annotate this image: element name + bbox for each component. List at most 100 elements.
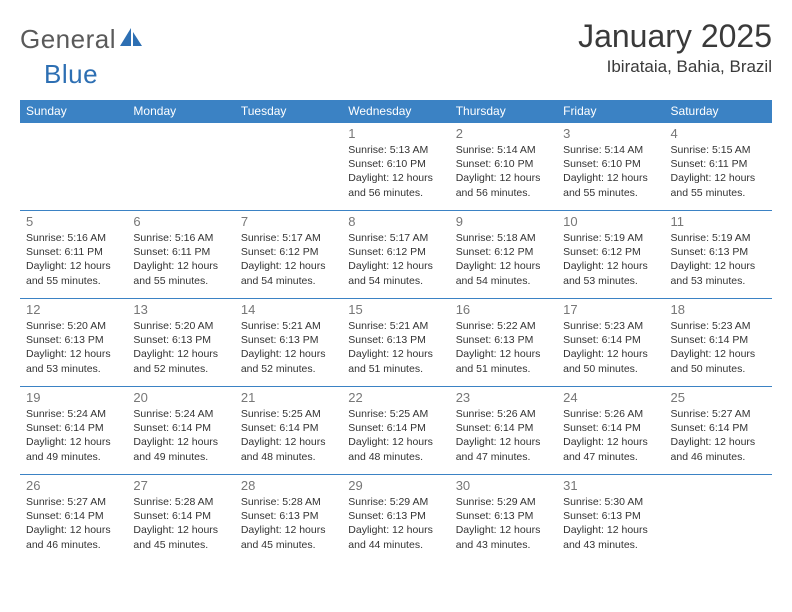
day-number: 9 [456,214,551,229]
sunrise-line: Sunrise: 5:25 AM [241,407,336,421]
daylight-line: Daylight: 12 hours and 55 minutes. [563,171,658,199]
day-header-row: SundayMondayTuesdayWednesdayThursdayFrid… [20,100,772,123]
day-number: 2 [456,126,551,141]
sunset-line: Sunset: 6:11 PM [133,245,228,259]
day-cell: 18Sunrise: 5:23 AMSunset: 6:14 PMDayligh… [665,299,772,387]
day-body: Sunrise: 5:28 AMSunset: 6:14 PMDaylight:… [133,495,228,552]
daylight-line: Daylight: 12 hours and 46 minutes. [671,435,766,463]
day-cell: 27Sunrise: 5:28 AMSunset: 6:14 PMDayligh… [127,475,234,563]
day-header: Sunday [20,100,127,123]
sunrise-line: Sunrise: 5:29 AM [456,495,551,509]
day-cell: 5Sunrise: 5:16 AMSunset: 6:11 PMDaylight… [20,211,127,299]
day-number: 6 [133,214,228,229]
day-cell: 9 Sunrise: 5:18 AMSunset: 6:12 PMDaylight… [450,211,557,299]
sunset-line: Sunset: 6:10 PM [348,157,443,171]
sunrise-line: Sunrise: 5:13 AM [348,143,443,157]
sunset-line: Sunset: 6:10 PM [456,157,551,171]
day-body: Sunrise: 5:24 AMSunset: 6:14 PMDaylight:… [26,407,121,464]
daylight-line: Daylight: 12 hours and 55 minutes. [671,171,766,199]
daylight-line: Daylight: 12 hours and 53 minutes. [671,259,766,287]
sunrise-line: Sunrise: 5:24 AM [133,407,228,421]
sunrise-line: Sunrise: 5:20 AM [26,319,121,333]
daylight-line: Daylight: 12 hours and 52 minutes. [241,347,336,375]
week-row: 1Sunrise: 5:13 AMSunset: 6:10 PMDaylight… [20,123,772,211]
day-number: 14 [241,302,336,317]
day-cell [127,123,234,211]
day-cell: 26Sunrise: 5:27 AMSunset: 6:14 PMDayligh… [20,475,127,563]
day-cell: 8 Sunrise: 5:17 AMSunset: 6:12 PMDaylight… [342,211,449,299]
day-cell: 12 Sunrise: 5:20 AMSunset: 6:13 PMDayligh… [20,299,127,387]
day-body: Sunrise: 5:20 AMSunset: 6:13 PMDaylight:… [26,319,121,376]
sunset-line: Sunset: 6:13 PM [348,333,443,347]
day-cell: 4 Sunrise: 5:15 AMSunset: 6:11 PMDaylight… [665,123,772,211]
day-cell [235,123,342,211]
daylight-line: Daylight: 12 hours and 45 minutes. [241,523,336,551]
daylight-line: Daylight: 12 hours and 55 minutes. [133,259,228,287]
day-cell: 20Sunrise: 5:24 AMSunset: 6:14 PMDayligh… [127,387,234,475]
daylight-line: Daylight: 12 hours and 56 minutes. [456,171,551,199]
daylight-line: Daylight: 12 hours and 49 minutes. [26,435,121,463]
sunrise-line: Sunrise: 5:17 AM [241,231,336,245]
day-body: Sunrise: 5:20 AMSunset: 6:13 PMDaylight:… [133,319,228,376]
daylight-line: Daylight: 12 hours and 49 minutes. [133,435,228,463]
daylight-line: Daylight: 12 hours and 44 minutes. [348,523,443,551]
daylight-line: Daylight: 12 hours and 54 minutes. [241,259,336,287]
sunset-line: Sunset: 6:14 PM [348,421,443,435]
day-cell: 6Sunrise: 5:16 AMSunset: 6:11 PMDaylight… [127,211,234,299]
day-number: 17 [563,302,658,317]
sunset-line: Sunset: 6:14 PM [133,509,228,523]
sunrise-line: Sunrise: 5:22 AM [456,319,551,333]
daylight-line: Daylight: 12 hours and 52 minutes. [133,347,228,375]
day-cell: 25Sunrise: 5:27 AMSunset: 6:14 PMDayligh… [665,387,772,475]
day-body: Sunrise: 5:21 AMSunset: 6:13 PMDaylight:… [348,319,443,376]
daylight-line: Daylight: 12 hours and 54 minutes. [348,259,443,287]
day-cell: 3Sunrise: 5:14 AMSunset: 6:10 PMDaylight… [557,123,664,211]
day-body: Sunrise: 5:14 AMSunset: 6:10 PMDaylight:… [456,143,551,200]
daylight-line: Daylight: 12 hours and 53 minutes. [563,259,658,287]
day-number: 8 [348,214,443,229]
day-cell: 15Sunrise: 5:21 AMSunset: 6:13 PMDayligh… [342,299,449,387]
daylight-line: Daylight: 12 hours and 55 minutes. [26,259,121,287]
day-body: Sunrise: 5:18 AMSunset: 6:12 PMDaylight:… [456,231,551,288]
day-body: Sunrise: 5:17 AMSunset: 6:12 PMDaylight:… [241,231,336,288]
sunrise-line: Sunrise: 5:20 AM [133,319,228,333]
day-number: 5 [26,214,121,229]
sunset-line: Sunset: 6:14 PM [241,421,336,435]
sunset-line: Sunset: 6:14 PM [563,333,658,347]
sunrise-line: Sunrise: 5:26 AM [563,407,658,421]
sunrise-line: Sunrise: 5:18 AM [456,231,551,245]
day-body: Sunrise: 5:25 AMSunset: 6:14 PMDaylight:… [241,407,336,464]
day-body: Sunrise: 5:29 AMSunset: 6:13 PMDaylight:… [348,495,443,552]
day-number: 23 [456,390,551,405]
day-cell: 17Sunrise: 5:23 AMSunset: 6:14 PMDayligh… [557,299,664,387]
sunset-line: Sunset: 6:11 PM [671,157,766,171]
sunset-line: Sunset: 6:12 PM [241,245,336,259]
sunrise-line: Sunrise: 5:27 AM [26,495,121,509]
day-cell [20,123,127,211]
day-body: Sunrise: 5:30 AMSunset: 6:13 PMDaylight:… [563,495,658,552]
sunset-line: Sunset: 6:14 PM [133,421,228,435]
day-number: 28 [241,478,336,493]
day-body: Sunrise: 5:26 AMSunset: 6:14 PMDaylight:… [456,407,551,464]
day-body: Sunrise: 5:19 AMSunset: 6:13 PMDaylight:… [671,231,766,288]
day-cell: 10Sunrise: 5:19 AMSunset: 6:12 PMDayligh… [557,211,664,299]
daylight-line: Daylight: 12 hours and 43 minutes. [563,523,658,551]
day-number: 11 [671,214,766,229]
day-number: 4 [671,126,766,141]
sunset-line: Sunset: 6:12 PM [456,245,551,259]
daylight-line: Daylight: 12 hours and 50 minutes. [671,347,766,375]
week-row: 19Sunrise: 5:24 AMSunset: 6:14 PMDayligh… [20,387,772,475]
day-body: Sunrise: 5:22 AMSunset: 6:13 PMDaylight:… [456,319,551,376]
day-cell: 21Sunrise: 5:25 AMSunset: 6:14 PMDayligh… [235,387,342,475]
sunrise-line: Sunrise: 5:15 AM [671,143,766,157]
day-body: Sunrise: 5:17 AMSunset: 6:12 PMDaylight:… [348,231,443,288]
sail-icon [118,26,144,53]
day-number: 7 [241,214,336,229]
sunset-line: Sunset: 6:14 PM [671,421,766,435]
day-number: 12 [26,302,121,317]
sunrise-line: Sunrise: 5:21 AM [241,319,336,333]
sunset-line: Sunset: 6:11 PM [26,245,121,259]
sunset-line: Sunset: 6:13 PM [241,333,336,347]
sunrise-line: Sunrise: 5:14 AM [456,143,551,157]
daylight-line: Daylight: 12 hours and 47 minutes. [563,435,658,463]
